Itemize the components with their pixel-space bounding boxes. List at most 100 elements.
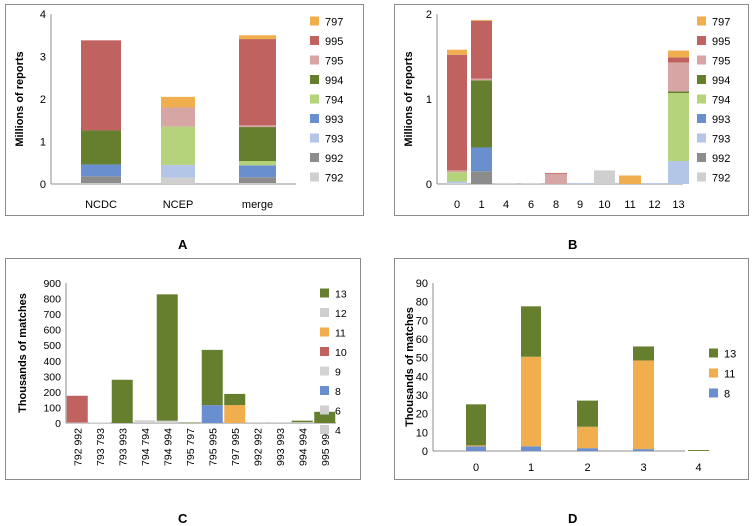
x-tick-label: 994 994 xyxy=(297,428,309,466)
bar-segment-993 xyxy=(239,165,276,178)
y-tick-label: 300 xyxy=(43,371,61,383)
legend-label: 4 xyxy=(335,425,341,437)
bar-segment-793 xyxy=(644,183,665,184)
bar-segment-9 xyxy=(246,422,268,423)
bar-segment-794 xyxy=(668,93,689,162)
x-tick-label: 1 xyxy=(478,199,484,211)
bar-segment-9 xyxy=(291,422,313,423)
legend-swatch-4 xyxy=(320,425,329,434)
bar-segment-993 xyxy=(471,147,492,172)
legend-swatch-792 xyxy=(310,172,319,182)
bar-segment-13 xyxy=(156,294,178,421)
x-tick-label: 13 xyxy=(672,199,684,211)
bar-segment-8 xyxy=(521,446,541,451)
x-tick-label: NCDC xyxy=(85,199,117,211)
legend-swatch-10 xyxy=(320,347,329,356)
bar-segment-13 xyxy=(179,422,201,424)
bar-segment-9 xyxy=(134,420,156,423)
bar-segment-13 xyxy=(633,346,654,361)
x-tick-label: 0 xyxy=(473,462,479,474)
legend-swatch-13 xyxy=(709,348,718,358)
bar-segment-793 xyxy=(570,183,590,184)
legend-swatch-995 xyxy=(697,36,706,45)
bar-segment-992 xyxy=(81,176,121,184)
bar-segment-13 xyxy=(577,400,598,427)
y-axis-label: Millions of reports xyxy=(14,51,26,146)
bar-segment-794 xyxy=(161,126,195,165)
bar-segment-792 xyxy=(495,183,517,184)
legend-label: 12 xyxy=(335,308,347,320)
legend-swatch-8 xyxy=(320,386,329,395)
legend-swatch-6 xyxy=(320,405,329,415)
y-axis-label: Thousands of matches xyxy=(404,307,416,427)
bar-segment-792 xyxy=(521,183,541,184)
legend-swatch-792 xyxy=(697,172,706,182)
legend-swatch-12 xyxy=(320,308,329,317)
legend-label: 11 xyxy=(335,328,346,340)
legend-label: 793 xyxy=(325,134,343,146)
legend-label: 995 xyxy=(325,36,343,48)
x-tick-label: 793 993 xyxy=(117,428,129,466)
bar-segment-797 xyxy=(668,50,689,58)
chart-panel-c: 0 100 200 300 400 500 600 700 800 900 Thousands of… xyxy=(5,258,361,480)
chart-panel-a: 0 1 2 3 4 Millions of reports NCDC NCEP merge 797… xyxy=(5,4,364,216)
y-tick-label: 80 xyxy=(416,297,428,309)
legend-label: 6 xyxy=(335,406,341,418)
legend-swatch-794 xyxy=(310,94,319,104)
bar-segment-13 xyxy=(224,393,246,406)
legend-swatch-994 xyxy=(310,75,319,84)
bar-segment-8 xyxy=(633,449,654,451)
y-tick-label: 0 xyxy=(40,179,46,191)
y-tick-label: 0 xyxy=(426,179,432,191)
legend-swatch-992 xyxy=(697,153,706,162)
y-tick-label: 4 xyxy=(40,9,46,21)
panel-label-c: C xyxy=(178,511,188,526)
y-tick-label: 70 xyxy=(416,315,428,327)
bar-segment-11 xyxy=(633,360,654,450)
bar-segment-795 xyxy=(239,125,276,128)
bar-segment-792 xyxy=(81,183,121,184)
legend-label: 13 xyxy=(724,349,736,361)
chart-a-svg: 0 1 2 3 4 Millions of reports NCDC NCEP merge 797… xyxy=(14,9,343,211)
x-tick-label: 6 xyxy=(528,199,534,211)
legend-label: 795 xyxy=(325,56,343,68)
y-tick-label: 40 xyxy=(416,371,428,383)
x-tick-label: 993 993 xyxy=(275,428,287,466)
bar-segment-795 xyxy=(545,173,567,184)
legend-label: 797 xyxy=(712,17,730,29)
bar-segment-995 xyxy=(239,39,276,126)
chart-panel-b: 0 1 2 Millions of reports 0 1 4 6 8 9 10 11 12 13 797 9… xyxy=(394,4,749,216)
bar-segment-794 xyxy=(239,161,276,166)
panel-label-d: D xyxy=(568,511,578,526)
panel-label-a: A xyxy=(178,237,188,252)
x-tick-label: 992 992 xyxy=(252,428,264,466)
legend-swatch-11 xyxy=(709,368,718,378)
bar-segment-11 xyxy=(521,356,541,447)
bar-segment-995 xyxy=(545,172,567,174)
legend-label: 794 xyxy=(325,95,343,107)
bar-segment-995 xyxy=(471,20,492,79)
legend-swatch-795 xyxy=(310,55,319,65)
legend-swatch-993 xyxy=(310,114,319,123)
y-tick-label: 90 xyxy=(416,278,428,290)
y-tick-label: 800 xyxy=(43,294,61,306)
bar-segment-13 xyxy=(521,306,541,357)
bar-segment-797 xyxy=(619,175,641,184)
legend-label: 9 xyxy=(335,367,341,379)
y-tick-label: 20 xyxy=(416,409,428,421)
bar-segment-13 xyxy=(201,349,223,406)
bar-segment-795 xyxy=(668,62,689,92)
legend-swatch-11 xyxy=(320,327,329,337)
y-tick-label: 500 xyxy=(43,340,61,352)
y-tick-label: 1 xyxy=(40,137,46,149)
x-tick-label: 995 995 xyxy=(320,428,332,466)
bar-segment-793 xyxy=(447,181,467,184)
legend-label: 797 xyxy=(325,17,343,29)
legend-swatch-793 xyxy=(697,133,706,143)
bar-segment-995 xyxy=(447,54,467,171)
legend-swatch-797 xyxy=(697,16,706,26)
y-tick-label: 2 xyxy=(426,9,432,21)
legend-swatch-8 xyxy=(709,388,718,398)
y-tick-label: 0 xyxy=(422,446,428,458)
x-tick-label: merge xyxy=(242,199,273,211)
